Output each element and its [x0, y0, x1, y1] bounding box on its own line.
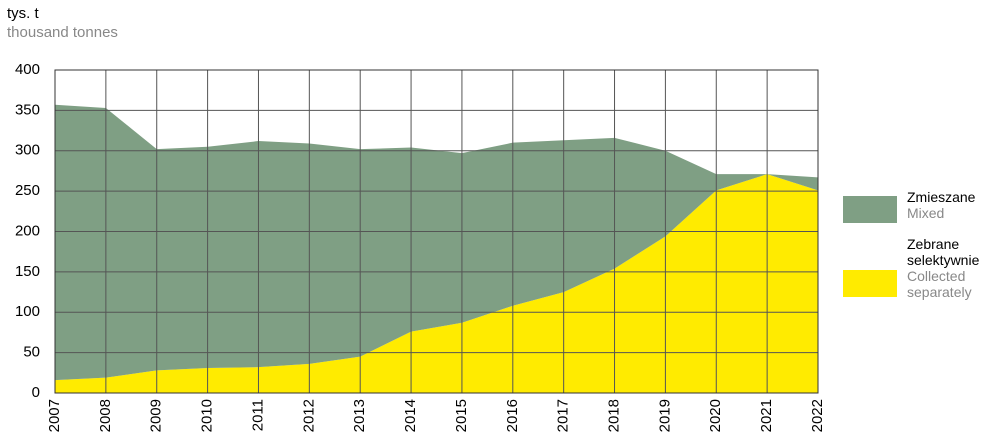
plot-frame: [54, 69, 819, 394]
x-tick-label: 2019: [656, 399, 673, 432]
y-tick-label: 100: [15, 303, 40, 320]
legend-label-en: Mixed: [907, 205, 945, 221]
y-tick-label: 400: [15, 61, 40, 78]
y-tick-label: 350: [15, 101, 40, 118]
legend-swatch: [843, 270, 897, 297]
x-tick-label: 2021: [758, 399, 775, 432]
x-tick-label: 2020: [707, 399, 724, 432]
x-tick-label: 2008: [97, 399, 114, 432]
y-axis-label-en: thousand tonnes: [7, 24, 118, 41]
x-tick-label: 2022: [809, 399, 826, 432]
y-axis-label: tys. t: [7, 5, 40, 22]
x-tick-label: 2011: [249, 399, 266, 431]
y-tick-label: 50: [23, 344, 40, 361]
area: [55, 104, 818, 381]
y-tick-label: 300: [15, 142, 40, 159]
y-tick-label: 250: [15, 182, 40, 199]
x-tick-label: 2017: [555, 399, 572, 432]
y-tick-label: 150: [15, 263, 40, 280]
legend-label: Zebrane selektywnie: [907, 236, 980, 268]
x-tick-label: 2018: [606, 399, 623, 432]
legend-label: Zmieszane: [907, 189, 976, 205]
x-tick-label: 2012: [300, 399, 317, 432]
x-tick-label: 2007: [46, 399, 63, 432]
legend-entry: Zmieszane Mixed: [907, 189, 1002, 221]
y-tick-label: 0: [32, 384, 40, 401]
y-tick-label: 200: [15, 222, 40, 239]
legend-entry: Zebrane selektywnie Collected separately: [907, 236, 1002, 300]
x-tick-label: 2010: [199, 399, 216, 432]
x-tick-label: 2013: [351, 399, 368, 432]
area: [55, 174, 818, 393]
x-tick-label: 2016: [504, 399, 521, 432]
legend-swatch: [843, 196, 897, 223]
x-tick-label: 2014: [402, 399, 419, 432]
legend-label-en: Collected separately: [907, 268, 972, 300]
x-tick-label: 2009: [148, 399, 165, 432]
x-tick-label: 2015: [453, 399, 470, 432]
